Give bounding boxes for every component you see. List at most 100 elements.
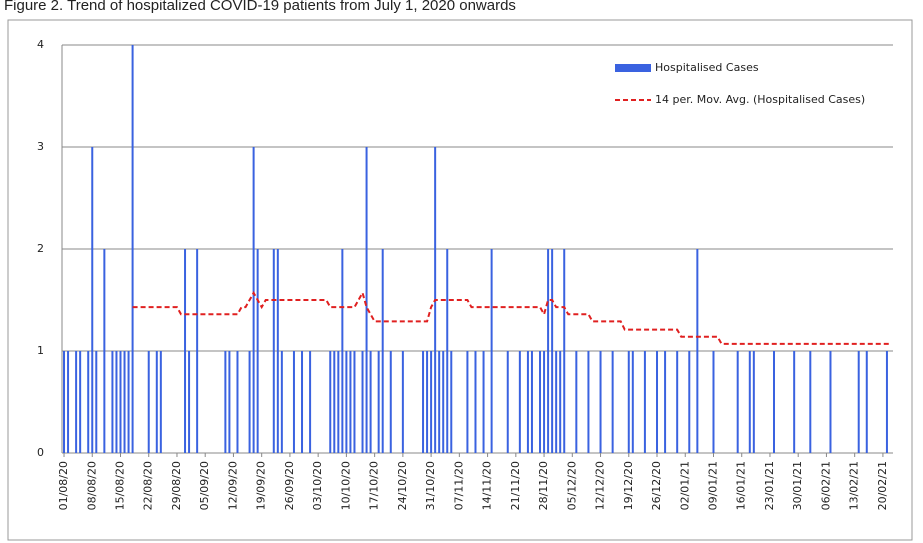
bar: [422, 351, 425, 453]
bar: [188, 351, 191, 453]
bar: [676, 351, 679, 453]
bar: [772, 351, 775, 453]
x-tick-label: 19/09/20: [255, 461, 268, 510]
x-tick-label: 05/09/20: [198, 461, 211, 510]
x-tick-label: 14/11/20: [481, 461, 494, 510]
x-tick-label: 12/12/20: [594, 461, 607, 510]
bar: [248, 351, 251, 453]
bar: [337, 351, 340, 453]
bar: [63, 351, 66, 453]
bar: [865, 351, 868, 453]
bar: [333, 351, 336, 453]
bar: [450, 351, 453, 453]
bar: [119, 351, 122, 453]
bar: [696, 249, 699, 453]
bar: [389, 351, 392, 453]
bar: [793, 351, 796, 453]
bar: [442, 351, 445, 453]
bar: [474, 351, 477, 453]
bar: [377, 351, 380, 453]
bar: [127, 351, 130, 453]
bar: [555, 351, 558, 453]
bar: [276, 249, 279, 453]
bar: [280, 351, 283, 453]
bar: [599, 351, 602, 453]
bar: [563, 249, 566, 453]
bar: [272, 249, 275, 453]
y-tick-label: 4: [37, 38, 44, 51]
bar: [103, 249, 106, 453]
bar: [857, 351, 860, 453]
bar: [309, 351, 312, 453]
bar: [559, 351, 562, 453]
bar: [438, 351, 441, 453]
x-tick-label: 29/08/20: [170, 461, 183, 510]
bar: [111, 351, 114, 453]
bar: [611, 351, 614, 453]
bar: [748, 351, 751, 453]
bar: [547, 249, 550, 453]
bar: [292, 351, 295, 453]
bar: [526, 351, 529, 453]
bar: [224, 351, 227, 453]
bar: [361, 351, 364, 453]
bar: [543, 351, 546, 453]
bar: [196, 249, 199, 453]
y-tick-label: 2: [37, 242, 44, 255]
x-tick-label: 23/01/21: [763, 461, 776, 510]
bar: [353, 351, 356, 453]
x-tick-label: 16/01/21: [735, 461, 748, 510]
bar: [401, 351, 404, 453]
y-tick-label: 3: [37, 140, 44, 153]
bar: [67, 351, 70, 453]
bar: [551, 249, 554, 453]
bar: [236, 351, 239, 453]
bar: [123, 351, 126, 453]
bar: [587, 351, 590, 453]
x-tick-label: 24/10/20: [396, 461, 409, 510]
x-tick-label: 30/01/21: [791, 461, 804, 510]
bar: [530, 351, 533, 453]
bar: [627, 351, 630, 453]
bar: [736, 351, 739, 453]
x-tick-label: 03/10/20: [311, 461, 324, 510]
chart-frame: [7, 19, 913, 541]
bar: [809, 351, 812, 453]
x-tick-label: 10/10/20: [339, 461, 352, 510]
y-tick-label: 1: [37, 344, 44, 357]
bar: [885, 351, 888, 453]
x-tick-label: 19/12/20: [622, 461, 635, 510]
x-tick-label: 20/02/21: [876, 461, 889, 510]
bar: [643, 351, 646, 453]
x-tick-label: 01/08/20: [57, 461, 70, 510]
x-tick-label: 02/01/21: [678, 461, 691, 510]
y-tick-label: 0: [37, 446, 44, 459]
bar: [87, 351, 90, 453]
bar: [518, 351, 521, 453]
bar: [184, 249, 187, 453]
bar: [79, 351, 82, 453]
x-tick-label: 05/12/20: [565, 461, 578, 510]
x-tick-label: 31/10/20: [424, 461, 437, 510]
x-tick-label: 15/08/20: [113, 461, 126, 510]
bar: [656, 351, 659, 453]
bar: [712, 351, 715, 453]
bar: [539, 351, 542, 453]
bar: [369, 351, 372, 453]
x-tick-label: 21/11/20: [509, 461, 522, 510]
bar: [91, 147, 94, 453]
x-tick-label: 09/01/21: [706, 461, 719, 510]
x-tick-label: 07/11/20: [452, 461, 465, 510]
bar: [490, 249, 493, 453]
x-tick-label: 28/11/20: [537, 461, 550, 510]
bar: [131, 45, 134, 453]
bar: [482, 351, 485, 453]
x-tick-label: 26/09/20: [283, 461, 296, 510]
bar: [631, 351, 634, 453]
bar: [341, 249, 344, 453]
x-tick-label: 06/02/21: [819, 461, 832, 510]
bar: [430, 351, 433, 453]
x-tick-label: 22/08/20: [142, 461, 155, 510]
bar: [252, 147, 255, 453]
